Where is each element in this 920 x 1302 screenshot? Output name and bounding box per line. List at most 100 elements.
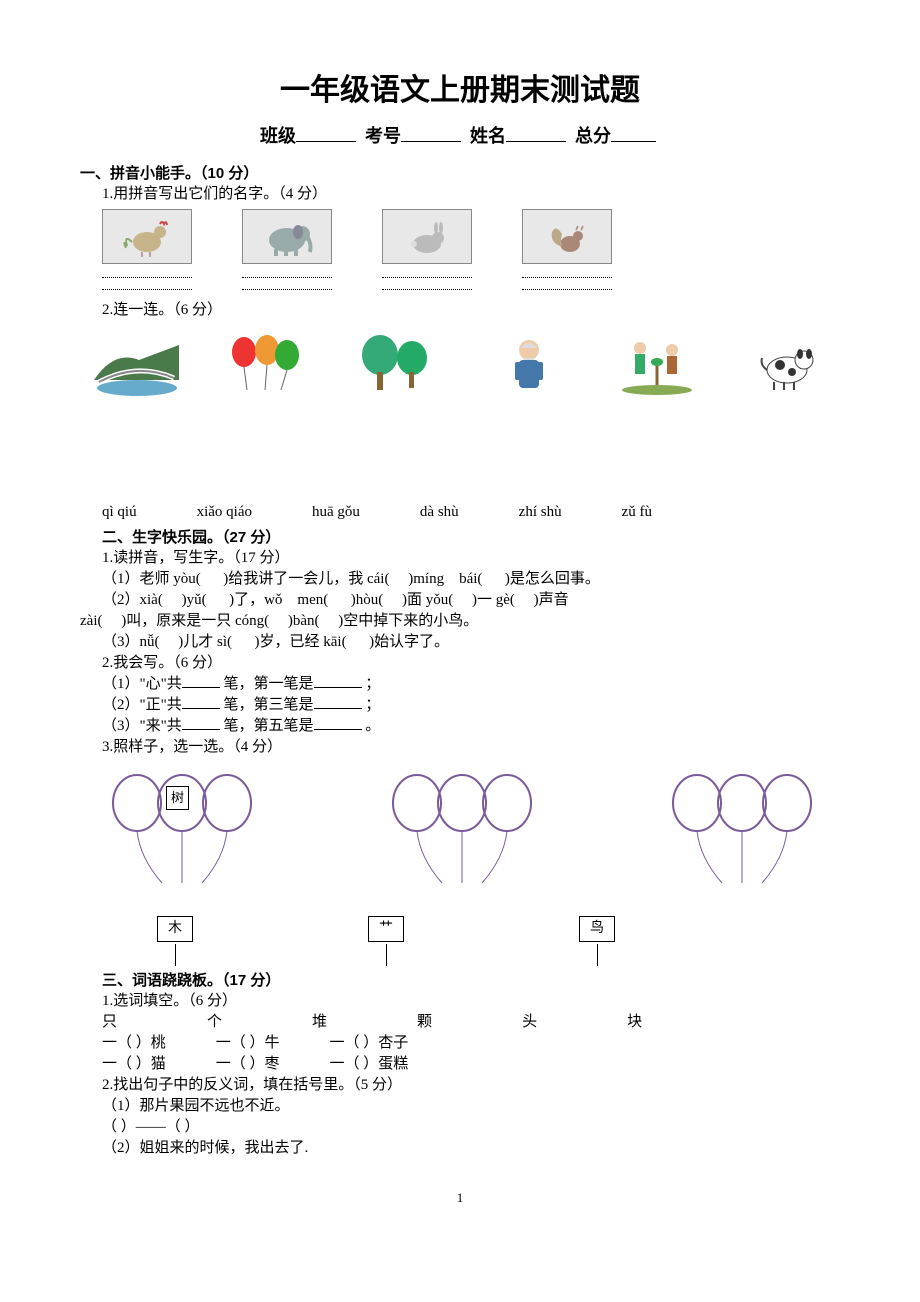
v-line [597,944,598,966]
text: )面 yǒu( [402,592,453,608]
text: ； [365,697,380,713]
example-char-box: 树 [166,786,189,810]
text: )岁，已经 kāi( [255,634,347,650]
balloons-image [217,327,317,402]
blank-line[interactable] [102,280,192,290]
blank-line[interactable] [522,280,612,290]
radical-box: 鸟 [579,916,615,942]
blank-line[interactable] [522,268,612,278]
word-item: 颗 [417,1012,432,1033]
blank[interactable] [314,729,362,730]
text: )始认字了。 [369,634,449,650]
page-number: 1 [80,1189,840,1207]
blank[interactable] [182,729,220,730]
fill-item: 一（ ）猫 [102,1054,166,1075]
word-item: 堆 [312,1012,327,1033]
text: )给我讲了一会儿，我 cái( [223,571,389,587]
q1-blanks-row [102,268,840,292]
s2-q2-text: 2.我会写。（6 分） [80,653,840,674]
text: 笔，第五笔是 [224,718,314,734]
name-blank[interactable] [506,141,566,142]
blank-line[interactable] [242,280,332,290]
balloon-row: 树 [102,768,840,908]
word-item: 块 [627,1012,642,1033]
grandfather-image [478,327,578,402]
text: )了，wǒ [229,592,282,608]
blank-line[interactable] [382,268,472,278]
planting-image [609,327,709,402]
s3-q1-text: 1.选词填空。（6 分） [80,991,840,1012]
blank[interactable] [314,708,362,709]
fill-item: 一（ ）桃 [102,1033,166,1054]
balloon-svg [382,768,542,908]
text: )yǔ( [182,592,207,608]
s3-q2-line3: （2）姐姐来的时候，我出去了. [80,1138,840,1159]
rooster-image [102,209,192,264]
text: （2）xià( [102,592,163,608]
fill-item: 一（ ）杏子 [330,1033,409,1054]
class-blank[interactable] [296,141,356,142]
fill-item: 一（ ）牛 [216,1033,280,1054]
blank-line[interactable] [242,268,332,278]
blank[interactable] [182,687,220,688]
rabbit-image [382,209,472,264]
word-item: 只 [102,1012,117,1033]
section1-title: 一、拼音小能手。（10 分） [80,163,840,184]
pinyin-item: dà shù [420,502,459,523]
pinyin-item: xiǎo qiáo [197,502,252,523]
blank-line[interactable] [102,268,192,278]
s2-q1-line4: （3）nǚ( )儿才 sì( )岁，已经 kāi( )始认字了。 [80,632,840,653]
text: )bàn( [288,613,320,629]
pinyin-item: zhí shù [519,502,562,523]
s3-q2-line2: （ ）——（ ） [80,1117,840,1138]
fill-item: 一（ ）蛋糕 [330,1054,409,1075]
dog-image [740,327,840,402]
blank[interactable] [182,708,220,709]
balloon-group-3 [662,768,822,908]
total-blank[interactable] [611,141,656,142]
s2-q1-line1: （1）老师 yòu( )给我讲了一会儿，我 cái( )míng bái( )是… [80,569,840,590]
section3-title: 三、词语跷跷板。（17 分） [80,970,840,991]
v-line [386,944,387,966]
pinyin-item: huā gǒu [312,502,360,523]
text: 笔，第一笔是 [224,676,314,692]
text: )míng [408,571,444,587]
page-title: 一年级语文上册期末测试题 [80,70,840,112]
text: （3）nǚ( [102,634,160,650]
class-label: 班级 [260,126,296,146]
text: )儿才 sì( [178,634,232,650]
text: )声音 [534,592,569,608]
word-bank-row: 只 个 堆 颗 头 块 [102,1012,840,1033]
fill-row-2: 一（ ）猫 一（ ）枣 一（ ）蛋糕 [102,1054,840,1075]
word-item: 头 [522,1012,537,1033]
radical-row: 木 艹 鸟 [102,918,840,966]
text: men( [297,592,328,608]
text: )一 gè( [472,592,515,608]
pinyin-item: qì qiú [102,502,137,523]
text: )叫，原来是一只 cóng( [121,613,269,629]
balloon-svg [662,768,822,908]
s2-q1-text: 1.读拼音，写生字。（17 分） [80,548,840,569]
q2-image-row [86,327,840,402]
pinyin-item: zǔ fù [622,502,652,523]
total-label: 总分 [575,126,611,146]
v-line [175,944,176,966]
s2-q2-line1: （1）"心"共 笔，第一笔是 ； [80,674,840,695]
radical-box: 木 [157,916,193,942]
header-fields: 班级 考号 姓名 总分 [80,124,840,149]
blank-line[interactable] [382,280,472,290]
blank[interactable] [314,687,362,688]
fill-item: 一（ ）枣 [216,1054,280,1075]
s1-q1-text: 1.用拼音写出它们的名字。（4 分） [80,184,840,205]
examno-blank[interactable] [401,141,461,142]
text: （2）"正"共 [102,697,182,713]
text: （3）"来"共 [102,718,182,734]
bridge-image [86,327,186,402]
elephant-image [242,209,332,264]
text: （1）老师 yòu( [102,571,201,587]
text: 笔，第三笔是 [224,697,314,713]
balloon-group-1: 树 [102,768,262,908]
text: )空中掉下来的小鸟。 [338,613,478,629]
s2-q3-text: 3.照样子，选一选。（4 分） [80,737,840,758]
s2-q2-line3: （3）"来"共 笔，第五笔是 。 [80,716,840,737]
